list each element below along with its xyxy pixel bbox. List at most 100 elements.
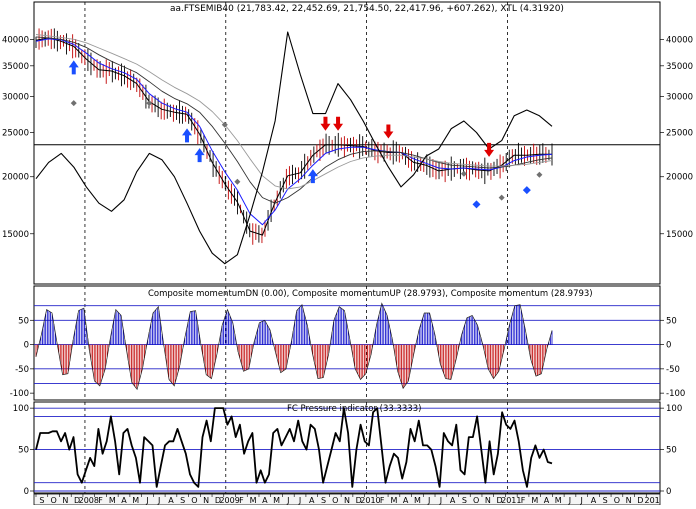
down-arrow-marker (320, 116, 331, 131)
x-axis-label: J (580, 496, 583, 505)
y-axis-ticks: 40000 40000 35000 35000 30000 30000 25000 25000… (2, 35, 693, 497)
y-tick-label-right: 50 (666, 316, 677, 326)
year-separators (84, 2, 508, 493)
x-axis-label: S (180, 496, 185, 505)
gray-diamond-marker (221, 121, 228, 128)
y-tick-label-left: 35000 (2, 62, 29, 72)
up-arrow-marker (182, 128, 193, 143)
y-tick-label-left: 25000 (2, 129, 29, 139)
down-arrow-marker (484, 142, 495, 157)
down-arrow-marker (383, 124, 394, 139)
panel-frames (33, 1, 661, 494)
x-axis-label: J (286, 496, 289, 505)
price-mid-ma-line (35, 36, 553, 204)
x-axis-label: F (521, 496, 526, 505)
blue-diamond-marker (472, 200, 481, 209)
y-tick-label-left: 15000 (2, 230, 29, 240)
y-tick-label-right: 20000 (666, 173, 693, 183)
x-axis-label: N (626, 496, 632, 505)
x-axis-label: O (614, 496, 620, 505)
x-axis-label: 2009 (219, 496, 239, 505)
down-arrow-marker (333, 116, 344, 131)
y-tick-label-right: 40000 (666, 35, 693, 45)
y-tick-label-left: 50 (18, 446, 29, 456)
y-tick-label-right: -100 (666, 389, 685, 399)
x-axis-label: M (109, 496, 116, 505)
x-axis-label: J (439, 496, 442, 505)
x-axis-label: D (215, 496, 221, 505)
y-tick-label-right: 15000 (666, 230, 693, 240)
y-tick-label-right: 0 (666, 487, 671, 497)
up-arrow-marker (307, 169, 318, 184)
y-tick-label-left: 40000 (2, 35, 29, 45)
x-axis-label: A (450, 496, 456, 505)
gray-diamond-marker (536, 171, 543, 178)
x-axis-label: A (591, 496, 597, 505)
x-axis-label: 201 (644, 496, 659, 505)
pressure-panel (35, 407, 553, 488)
x-axis-label: F (380, 496, 385, 505)
y-tick-label-right: -50 (666, 365, 680, 375)
x-axis-label: M (390, 496, 397, 505)
x-axis-label: S (321, 496, 326, 505)
x-axis-label: A (403, 496, 409, 505)
y-tick-label-right: 25000 (666, 129, 693, 139)
up-arrow-marker (68, 60, 79, 75)
price-panel-frame (33, 1, 661, 285)
gray-diamond-marker (234, 178, 241, 185)
pressure-line (35, 407, 553, 488)
y-tick-label-left: 30000 (2, 92, 29, 102)
price-chart-title: aa.FTSEMIB40 (21,783.42, 22,452.69, 21,7… (170, 4, 564, 14)
x-axis-label: A (309, 496, 315, 505)
x-axis-label: S (462, 496, 467, 505)
x-axis-label: D (74, 496, 80, 505)
x-axis-label: A (544, 496, 550, 505)
up-arrow-marker (194, 148, 205, 163)
x-axis-label: N (203, 496, 209, 505)
x-axis-label: F (98, 496, 103, 505)
x-axis-label: S (603, 496, 608, 505)
y-tick-label-right: 50 (666, 446, 677, 456)
blue-diamond-marker (522, 186, 531, 195)
gray-diamond-marker (70, 100, 77, 107)
price-fast-ma-line (35, 38, 553, 226)
x-axis-label: J (157, 496, 160, 505)
x-axis-label: D (356, 496, 362, 505)
y-tick-label-right: 0 (666, 341, 671, 351)
y-tick-label-left: 20000 (2, 173, 29, 183)
y-tick-label-left: 100 (13, 404, 29, 414)
x-axis-label: D (637, 496, 643, 505)
price-slow-ma-line (35, 34, 553, 190)
pressure-chart-title: FC Pressure indicator (33.3333) (287, 404, 421, 414)
x-axis-label: O (473, 496, 479, 505)
momentum-chart-title: Composite momentumDN (0.00), Composite m… (148, 289, 593, 299)
y-tick-label-right: 30000 (666, 92, 693, 102)
x-axis-label: M (414, 496, 421, 505)
x-axis-label: A (168, 496, 174, 505)
x-axis-label: A (121, 496, 127, 505)
gray-diamond-marker (146, 100, 153, 107)
x-axis-label: J (568, 496, 571, 505)
x-axis-label: M (132, 496, 139, 505)
x-axis-label: M (250, 496, 257, 505)
x-axis-label: O (332, 496, 338, 505)
x-axis-label: J (145, 496, 148, 505)
x-axis-label: 2011 (501, 496, 521, 505)
y-tick-label-left: 50 (18, 316, 29, 326)
x-axis-label: J (427, 496, 430, 505)
x-axis-label: 2010 (360, 496, 380, 505)
y-tick-label-left: 0 (24, 487, 29, 497)
x-axis-label: J (298, 496, 301, 505)
pressure-panel-frame (33, 401, 661, 494)
y-tick-label-left: -50 (15, 365, 29, 375)
x-axis-label: D (496, 496, 502, 505)
x-axis-label: M (273, 496, 280, 505)
price-panel (35, 28, 553, 265)
momentum-panel-frame (33, 285, 661, 401)
x-axis-label: 2008 (79, 496, 99, 505)
volatility-line (35, 31, 553, 265)
reference-lines (34, 144, 660, 492)
